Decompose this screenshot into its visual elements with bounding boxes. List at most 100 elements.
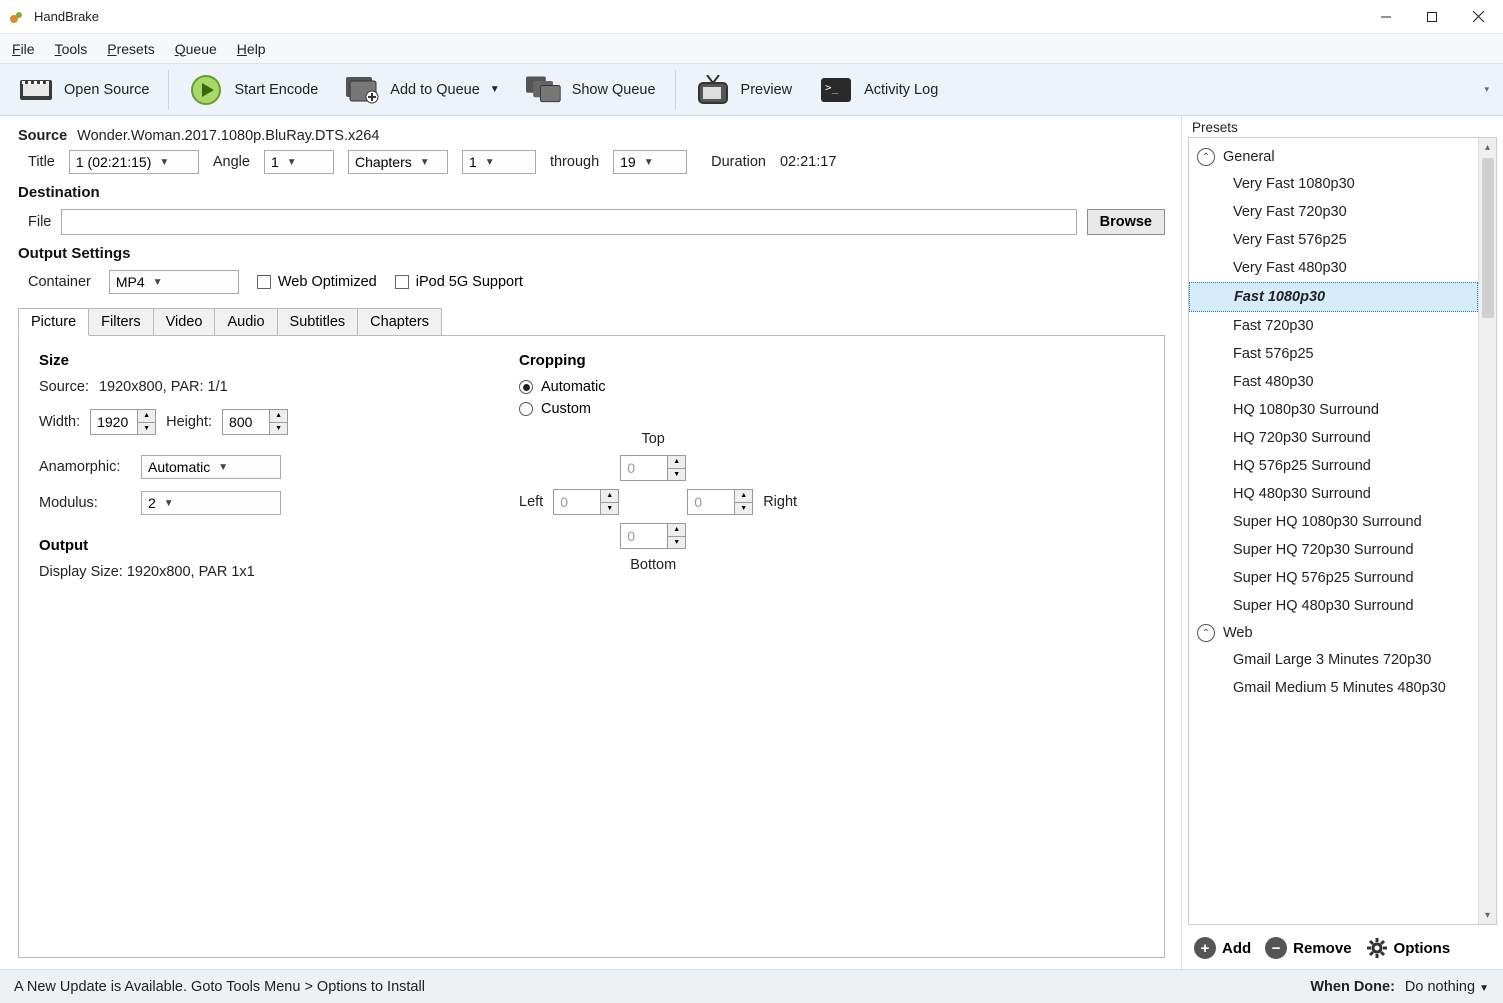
crop-right-input[interactable]: ▲▼ [687,489,753,515]
status-message: A New Update is Available. Goto Tools Me… [14,979,425,995]
scrollbar[interactable]: ▴ ▾ [1478,138,1496,924]
app-title: HandBrake [34,9,99,24]
modulus-select[interactable]: 2▼ [141,491,281,515]
size-header: Size [39,352,459,369]
preview-button[interactable]: Preview [685,68,803,112]
add-to-queue-button[interactable]: Add to Queue ▼ [334,68,509,112]
output-settings-label: Output Settings [18,245,1165,262]
tabs: Picture Filters Video Audio Subtitles Ch… [18,308,1165,336]
menubar: File Tools Presets Queue Help [0,34,1503,64]
tab-chapters[interactable]: Chapters [357,308,442,336]
plus-icon: + [1194,937,1216,959]
queue-icon [526,72,562,108]
output-value: Display Size: 1920x800, PAR 1x1 [39,564,459,580]
tab-filters[interactable]: Filters [88,308,153,336]
height-label: Height: [166,414,212,430]
range-end-select[interactable]: 19▼ [613,150,687,174]
container-select[interactable]: MP4▼ [109,270,239,294]
menu-help[interactable]: Help [237,41,266,57]
preset-group-web[interactable]: ⌃Web [1189,620,1478,646]
preset-item[interactable]: Super HQ 480p30 Surround [1189,592,1478,620]
title-label: Title [28,154,55,170]
open-source-label: Open Source [64,82,149,98]
crop-bottom-input[interactable]: ▲▼ [620,523,686,549]
output-header: Output [39,537,459,554]
statusbar: A New Update is Available. Goto Tools Me… [0,969,1503,1003]
close-button[interactable] [1455,1,1501,33]
preset-remove-button[interactable]: −Remove [1265,937,1351,959]
anamorphic-select[interactable]: Automatic▼ [141,455,281,479]
duration-label: Duration [711,154,766,170]
presets-header: Presets [1182,116,1503,137]
menu-file[interactable]: File [12,41,35,57]
preset-item[interactable]: HQ 576p25 Surround [1189,452,1478,480]
menu-queue[interactable]: Queue [175,41,217,57]
range-mode-select[interactable]: Chapters▼ [348,150,448,174]
separator [168,70,169,110]
preset-item[interactable]: Very Fast 480p30 [1189,254,1478,282]
start-encode-button[interactable]: Start Encode [178,68,328,112]
add-queue-icon [344,72,380,108]
source-dim-value: 1920x800, PAR: 1/1 [99,379,228,395]
dropdown-arrow-icon[interactable]: ▼ [490,84,500,95]
crop-top-label: Top [641,431,664,447]
preset-item[interactable]: Fast 576p25 [1189,340,1478,368]
when-done-select[interactable]: Do nothing ▼ [1405,979,1489,995]
menu-presets[interactable]: Presets [107,41,154,57]
open-source-button[interactable]: Open Source [8,68,159,112]
crop-auto-radio[interactable]: Automatic [519,379,797,395]
duration-value: 02:21:17 [780,154,836,170]
ipod-support-checkbox[interactable]: iPod 5G Support [395,274,523,290]
menu-tools[interactable]: Tools [55,41,88,57]
start-encode-label: Start Encode [234,82,318,98]
preset-item[interactable]: HQ 480p30 Surround [1189,480,1478,508]
preset-item[interactable]: Super HQ 1080p30 Surround [1189,508,1478,536]
activity-log-button[interactable]: >_ Activity Log [808,68,948,112]
preset-options-button[interactable]: Options [1366,937,1451,959]
titlebar: HandBrake [0,0,1503,34]
through-label: through [550,154,599,170]
preset-item[interactable]: Gmail Large 3 Minutes 720p30 [1189,646,1478,674]
browse-button[interactable]: Browse [1087,209,1165,235]
tab-video[interactable]: Video [153,308,216,336]
file-input[interactable] [61,209,1076,235]
tab-picture[interactable]: Picture [18,308,89,336]
crop-custom-radio[interactable]: Custom [519,401,797,417]
preset-item[interactable]: Gmail Medium 5 Minutes 480p30 [1189,674,1478,702]
crop-top-input[interactable]: ▲▼ [620,455,686,481]
minus-icon: − [1265,937,1287,959]
preset-item[interactable]: Fast 480p30 [1189,368,1478,396]
width-input[interactable]: ▲▼ [90,409,156,435]
file-label: File [28,214,51,230]
gear-icon [1366,937,1388,959]
web-optimized-checkbox[interactable]: Web Optimized [257,274,377,290]
preset-add-button[interactable]: +Add [1194,937,1251,959]
separator [675,70,676,110]
preset-item[interactable]: Very Fast 1080p30 [1189,170,1478,198]
presets-pane: Presets ⌃General Very Fast 1080p30 Very … [1181,116,1503,969]
tab-audio[interactable]: Audio [214,308,277,336]
preset-item[interactable]: Super HQ 576p25 Surround [1189,564,1478,592]
preset-item[interactable]: Very Fast 720p30 [1189,198,1478,226]
preset-item[interactable]: Very Fast 576p25 [1189,226,1478,254]
main-area: Source Wonder.Woman.2017.1080p.BluRay.DT… [0,116,1503,969]
preview-label: Preview [741,82,793,98]
crop-left-label: Left [519,494,543,510]
maximize-button[interactable] [1409,1,1455,33]
tab-subtitles[interactable]: Subtitles [277,308,359,336]
preset-item[interactable]: HQ 720p30 Surround [1189,424,1478,452]
preset-item[interactable]: Fast 720p30 [1189,312,1478,340]
toolbar-overflow-icon[interactable]: ▾ [1484,84,1495,95]
preset-item[interactable]: Super HQ 720p30 Surround [1189,536,1478,564]
preset-group-general[interactable]: ⌃General [1189,144,1478,170]
height-input[interactable]: ▲▼ [222,409,288,435]
show-queue-button[interactable]: Show Queue [516,68,666,112]
angle-select[interactable]: 1▼ [264,150,334,174]
title-select[interactable]: 1 (02:21:15)▼ [69,150,199,174]
preset-item[interactable]: HQ 1080p30 Surround [1189,396,1478,424]
minimize-button[interactable] [1363,1,1409,33]
terminal-icon: >_ [818,72,854,108]
range-start-select[interactable]: 1▼ [462,150,536,174]
preset-item-selected[interactable]: Fast 1080p30 [1189,282,1478,312]
crop-left-input[interactable]: ▲▼ [553,489,619,515]
